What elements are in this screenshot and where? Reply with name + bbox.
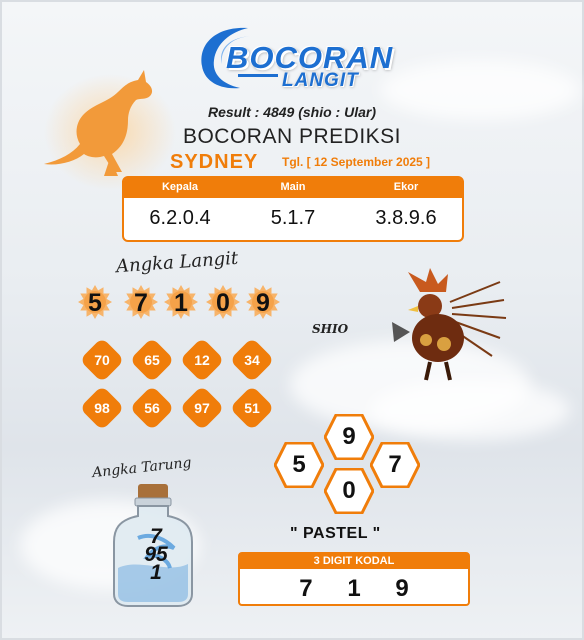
angka-langit-pair: 70: [80, 338, 124, 382]
page-title: BOCORAN PREDIKSI: [182, 125, 402, 148]
hexagon-icon: [324, 468, 374, 514]
bottle-icon: [113, 484, 193, 607]
main-label: Main: [280, 181, 306, 193]
pair-text: 12: [194, 352, 210, 368]
hex-text: 0: [342, 477, 356, 504]
cloud: [370, 380, 570, 440]
starburst-icon: [164, 285, 198, 319]
digit-text: 9: [256, 289, 270, 317]
digit-text: 7: [134, 289, 148, 317]
pair-text: 65: [144, 352, 160, 368]
hex-text: 7: [388, 451, 402, 478]
pair-text: 51: [244, 400, 260, 416]
angka-langit-digit: 9: [246, 285, 280, 319]
starburst-icon: [78, 285, 112, 319]
prediction-box: Kepala Main Ekor 6.2.0.4 5.1.7 3.8.9.6: [122, 176, 464, 242]
angka-langit-pair: 51: [230, 386, 274, 430]
starburst-icon: [206, 285, 240, 319]
result-text: Result : 4849 (shio : Ular): [207, 104, 377, 120]
tarung-number: 95: [144, 543, 168, 566]
angka-langit-pair: 34: [230, 338, 274, 382]
kodal-box: 3 DIGIT KODAL 7 1 9: [238, 552, 470, 606]
ekor-label: Ekor: [393, 181, 419, 193]
angka-langit-pair: 56: [130, 386, 174, 430]
hex-digit: 5: [274, 442, 324, 488]
pair-text: 98: [94, 400, 110, 416]
angka-langit-digit: 0: [206, 285, 240, 319]
kodal-value: 7 1 9: [299, 575, 423, 602]
pair-text: 34: [244, 352, 260, 368]
hex-digit: 7: [370, 442, 420, 488]
prediction-header: [124, 178, 462, 198]
kodal-label: 3 DIGIT KODAL: [240, 554, 468, 569]
angka-tarung-numbers: 7 95 1: [136, 525, 176, 584]
market-name: SYDNEY: [170, 151, 259, 173]
digit-text: 5: [88, 289, 102, 317]
angka-langit-pair: 97: [180, 386, 224, 430]
shio-label: SHIO: [312, 322, 349, 336]
hexagon-icon: [274, 442, 324, 488]
starburst-icon: [246, 285, 280, 319]
ekor-value: 3.8.9.6: [375, 207, 437, 229]
logo-underline: [238, 74, 278, 77]
angka-langit-digit: 1: [164, 285, 198, 319]
angka-langit-digit: 7: [124, 285, 158, 319]
pastel-label: " PASTEL ": [290, 525, 381, 542]
hex-text: 9: [342, 423, 356, 450]
angka-langit-digit: 5: [78, 285, 112, 319]
pair-text: 56: [144, 400, 160, 416]
logo-swoosh-icon: [201, 27, 250, 89]
kepala-label: Kepala: [161, 181, 199, 193]
prediction-date: Tgl. [ 12 September 2025 ]: [282, 155, 431, 169]
angka-langit-pair: 65: [130, 338, 174, 382]
logo-bocoran: BOCORAN: [226, 40, 394, 75]
cloud: [380, 60, 580, 120]
hex-digit: 9: [324, 414, 374, 460]
starburst-icon: [124, 285, 158, 319]
kangaroo-icon: [44, 70, 176, 190]
hex-digit: 0: [324, 468, 374, 514]
pair-text: 97: [194, 400, 210, 416]
hexagon-icon: [370, 442, 420, 488]
digit-text: 0: [216, 289, 230, 317]
pair-text: 70: [94, 352, 110, 368]
angka-langit-pair: 12: [180, 338, 224, 382]
tarung-number: 7: [150, 525, 162, 548]
digit-text: 1: [174, 289, 188, 317]
kepala-value: 6.2.0.4: [149, 207, 211, 229]
tarung-number: 1: [150, 561, 162, 584]
hex-text: 5: [292, 451, 306, 478]
logo-langit: LANGIT: [282, 70, 359, 91]
hexagon-icon: [324, 414, 374, 460]
main-value: 5.1.7: [270, 207, 316, 229]
angka-langit-pair: 98: [80, 386, 124, 430]
rooster-warrior-icon: [392, 268, 507, 381]
